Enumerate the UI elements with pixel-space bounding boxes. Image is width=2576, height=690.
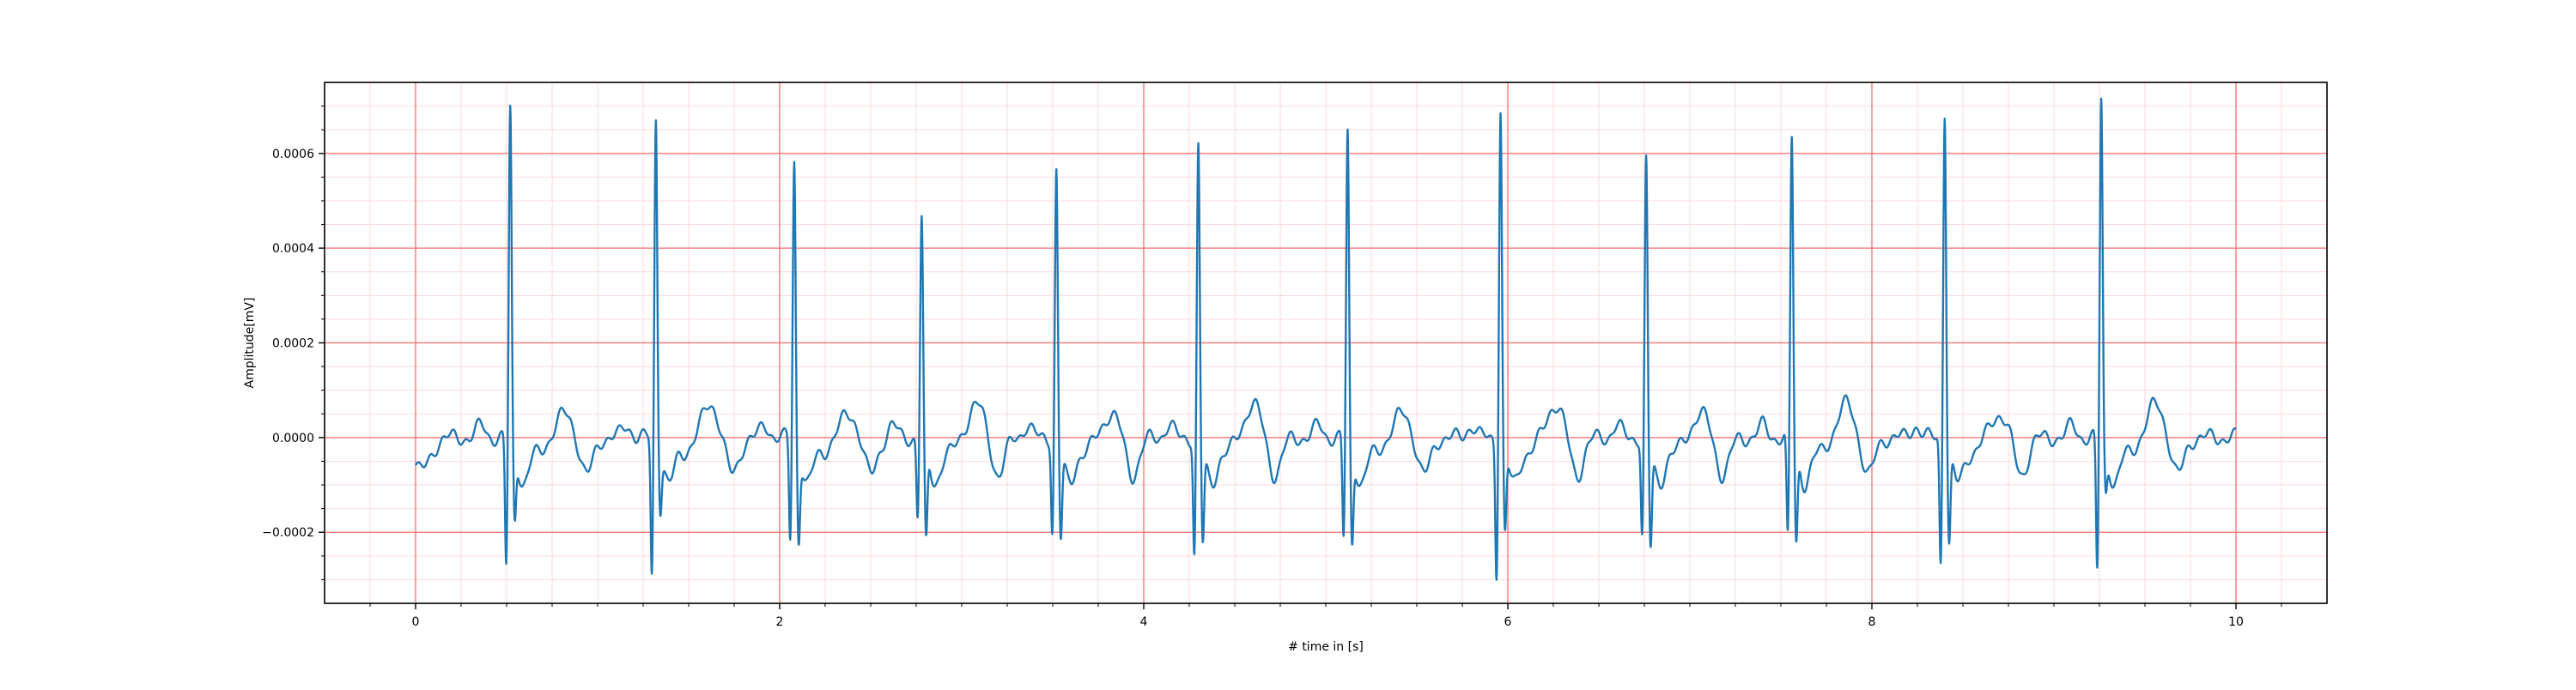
x-tick-label: 4 bbox=[1140, 615, 1148, 629]
y-tick-label: 0.0006 bbox=[272, 148, 314, 161]
y-axis-ticks: −0.0002 0.0000 0.0002 0.0004 0.0006 bbox=[262, 106, 325, 580]
x-axis-label: # time in [s] bbox=[1288, 640, 1364, 654]
y-tick-label: 0.0002 bbox=[272, 337, 314, 351]
y-tick-label: 0.0000 bbox=[272, 432, 314, 445]
x-tick-label: 10 bbox=[2228, 615, 2244, 629]
ecg-series-line bbox=[414, 97, 2237, 581]
x-tick-label: 8 bbox=[1868, 615, 1876, 629]
x-tick-label: 0 bbox=[412, 615, 420, 629]
x-axis-ticks: 0 2 4 6 8 10 bbox=[369, 603, 2282, 629]
x-tick-label: 6 bbox=[1504, 615, 1512, 629]
y-tick-label: 0.0004 bbox=[272, 242, 314, 256]
y-axis-label: Amplitude[mV] bbox=[243, 298, 257, 389]
x-tick-label: 2 bbox=[776, 615, 784, 629]
y-tick-label: −0.0002 bbox=[262, 526, 314, 540]
